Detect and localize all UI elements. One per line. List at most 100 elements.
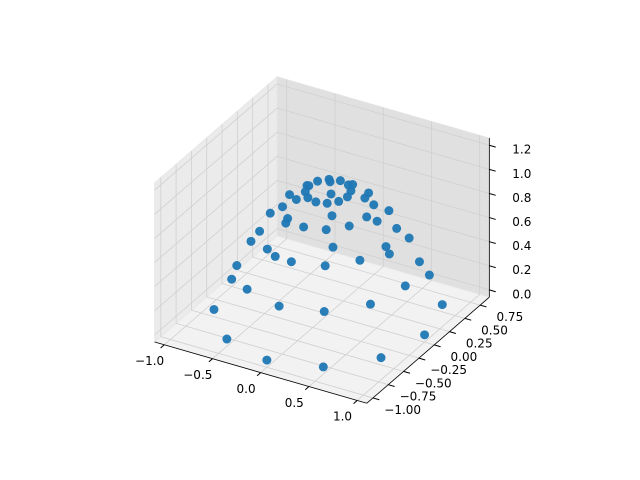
point (232, 261, 242, 271)
point (364, 188, 374, 198)
y-tick-label: 0.25 (466, 337, 493, 351)
point (291, 194, 301, 204)
point (318, 362, 328, 372)
point (313, 176, 323, 186)
grid-line (154, 180, 278, 287)
grid-line (154, 107, 278, 215)
x-tick-label: −1.0 (135, 354, 164, 368)
x-tick-label: −0.5 (183, 368, 212, 382)
point (335, 176, 345, 186)
point (324, 174, 334, 184)
point (420, 330, 430, 340)
x-tick-label: 1.0 (333, 410, 352, 424)
z-tick-label: 0.6 (512, 215, 531, 229)
grid-line (154, 83, 278, 191)
grid-line (252, 256, 465, 319)
tick-mark (160, 344, 165, 349)
z-tick-label: 0.2 (512, 263, 531, 277)
tick-mark (256, 372, 262, 377)
tick-mark (489, 168, 496, 172)
y-tick-label: −1.00 (384, 403, 421, 417)
point (311, 197, 321, 207)
point (246, 236, 256, 246)
grid-line (277, 228, 490, 291)
z-tick-label: 0.0 (512, 287, 531, 301)
grid-line (277, 83, 490, 146)
point (209, 304, 219, 314)
point (392, 223, 402, 233)
y-tick-label: −0.50 (415, 376, 452, 390)
point (424, 270, 434, 280)
z-tick-label: 0.4 (512, 239, 531, 253)
grid-line (308, 280, 432, 387)
grid-line (277, 107, 490, 170)
y-tick-label: 0.50 (481, 323, 508, 337)
z-tick-label: 1.2 (512, 143, 531, 157)
point (278, 202, 288, 212)
grid-line (154, 131, 278, 239)
tick-mark (208, 358, 213, 363)
y-tick-label: −0.25 (430, 363, 467, 377)
tick-mark (353, 400, 358, 405)
point (414, 257, 424, 267)
grid-line (206, 296, 420, 359)
tick-mark (403, 370, 411, 374)
point (326, 189, 336, 199)
point (242, 284, 252, 294)
point (286, 257, 296, 267)
grid-line (277, 180, 490, 243)
grid-line (277, 204, 490, 267)
point (270, 251, 280, 261)
point (384, 206, 394, 216)
grid-line (154, 204, 278, 311)
point (362, 212, 372, 222)
tick-mark (418, 357, 426, 361)
tick-mark (480, 304, 487, 308)
point (274, 301, 284, 311)
grid-line (277, 155, 490, 218)
point (342, 192, 352, 202)
grid-line (237, 269, 450, 333)
grid-line (212, 252, 336, 359)
point (344, 221, 354, 231)
grid-line (260, 266, 384, 373)
z-tick-label: 1.0 (512, 167, 531, 181)
point (262, 355, 272, 365)
point (283, 214, 293, 224)
grid-line (160, 336, 374, 399)
grid-line (277, 131, 490, 194)
grid-line (175, 323, 389, 386)
tick-mark (464, 317, 472, 321)
point (262, 244, 272, 254)
y-axis-line (366, 296, 490, 404)
y-tick-label: −0.75 (400, 390, 437, 404)
point (381, 242, 391, 252)
grid-line (164, 238, 288, 346)
y-tick-label: 0.75 (496, 310, 523, 324)
point (404, 233, 414, 243)
point (299, 222, 309, 232)
tick-mark (489, 241, 496, 245)
point (320, 261, 330, 271)
point (355, 255, 365, 265)
x-tick-label: 0.0 (237, 382, 256, 396)
grid-line (191, 309, 404, 372)
point (376, 353, 386, 363)
point (321, 225, 331, 235)
tick-mark (372, 397, 380, 401)
point (400, 281, 410, 291)
tick-mark (489, 217, 496, 220)
point (372, 216, 382, 226)
point (255, 226, 265, 236)
point (303, 193, 313, 203)
point (285, 190, 295, 200)
point (328, 242, 338, 252)
grid-line (356, 294, 480, 401)
tick-mark (449, 331, 457, 334)
z-tick-label: 0.8 (512, 191, 531, 205)
point (265, 208, 275, 218)
point (365, 299, 375, 309)
tick-mark (489, 289, 496, 293)
x-tick-label: 0.5 (285, 396, 304, 410)
tick-mark (434, 344, 441, 348)
